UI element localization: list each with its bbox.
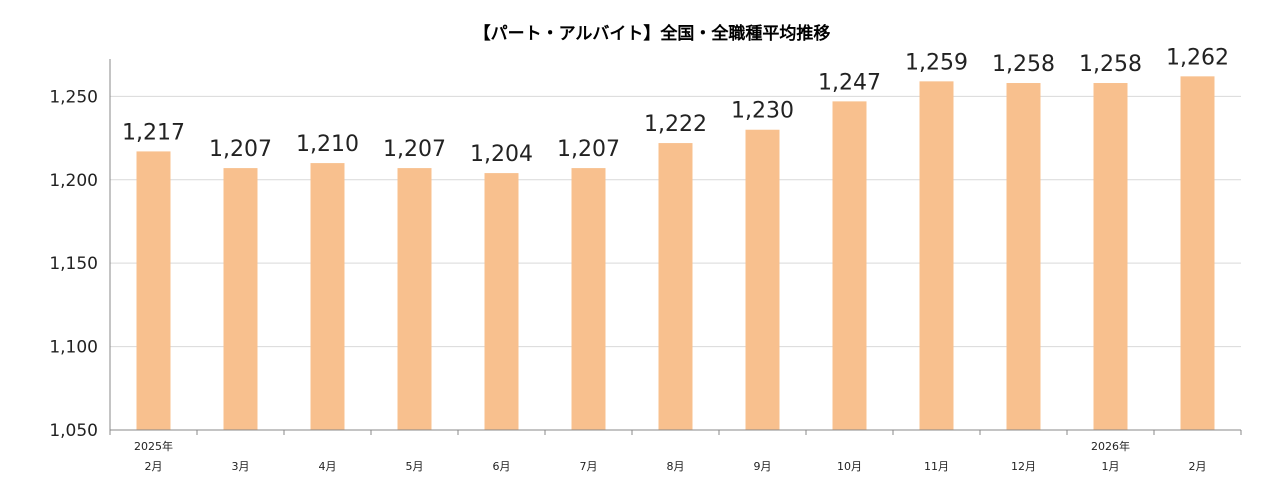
y-tick-label: 1,100 [49, 338, 98, 358]
y-tick-label: 1,050 [49, 421, 98, 441]
bar [484, 173, 519, 430]
x-tick-label: 9月 [754, 460, 772, 473]
axes: 1,050 1,100 1,150 1,200 1,250 2025年 2月 3月 4月 5月 6月… [49, 59, 1242, 473]
x-tick-label: 8月 [667, 460, 685, 473]
data-label: 1,210 [296, 132, 359, 157]
data-label: 1,207 [383, 137, 446, 162]
bar [397, 168, 432, 430]
x-tick-year-label: 2025年 [134, 439, 173, 453]
x-tick-label: 4月 [319, 460, 337, 473]
bar [223, 168, 258, 430]
bar [1180, 76, 1215, 430]
x-tick-label: 1月 [1102, 460, 1120, 473]
x-tick-label: 3月 [232, 460, 250, 473]
bar [310, 163, 345, 430]
data-label: 1,259 [905, 50, 968, 75]
y-tick-label: 1,200 [49, 171, 98, 191]
y-tick-label: 1,250 [49, 87, 98, 107]
chart-title: 【パート・アルバイト】全国・全職種平均推移 [474, 23, 831, 44]
x-tick-label: 7月 [580, 460, 598, 473]
data-label: 1,247 [818, 70, 881, 95]
data-label: 1,262 [1166, 45, 1229, 70]
data-label: 1,207 [209, 137, 272, 162]
x-tick-label: 2月 [145, 460, 163, 473]
x-tick-label: 6月 [493, 460, 511, 473]
bars [136, 76, 1215, 431]
x-tick-label: 11月 [924, 460, 949, 473]
data-label: 1,217 [122, 120, 185, 145]
data-labels: 1,217 1,207 1,210 1,207 1,204 1,207 1,222 1,230… [122, 45, 1229, 167]
data-label: 1,204 [470, 142, 533, 167]
data-label: 1,258 [1079, 52, 1142, 77]
x-tick-label: 12月 [1011, 460, 1036, 473]
x-tick-label: 2月 [1189, 460, 1207, 473]
data-label: 1,207 [557, 137, 620, 162]
bar [571, 168, 606, 430]
x-tick-label: 5月 [406, 460, 424, 473]
bar [658, 143, 693, 430]
data-label: 1,222 [644, 112, 707, 137]
x-tick-year-label: 2026年 [1091, 439, 1130, 453]
bar [745, 129, 780, 430]
bar [1093, 83, 1128, 430]
bar [919, 81, 954, 430]
x-tick-label: 10月 [837, 460, 862, 473]
data-label: 1,258 [992, 52, 1055, 77]
y-tick-label: 1,150 [49, 254, 98, 274]
bar [1006, 83, 1041, 430]
data-label: 1,230 [731, 99, 794, 124]
bar [832, 101, 867, 431]
bar [136, 151, 171, 430]
